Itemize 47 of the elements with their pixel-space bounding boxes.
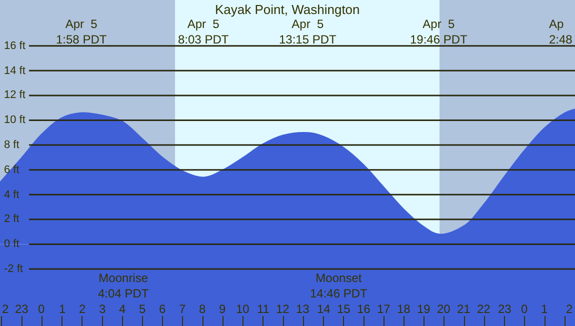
x-tick-label: 22 (477, 302, 491, 316)
annotation: Ap 2:48 (549, 17, 573, 47)
x-tick-label: 11 (257, 302, 270, 316)
y-tick-label: 14 ft (4, 65, 26, 77)
x-tick-label: 3 (99, 302, 106, 316)
y-tick-label: 16 ft (4, 40, 26, 52)
x-tick-label: 2 (2, 302, 9, 316)
annotation: Apr 5 1:58 PDT (56, 17, 108, 47)
annotation: Apr 5 13:15 PDT (279, 17, 338, 47)
x-tick-label: 4 (119, 302, 126, 316)
y-tick-label: 10 ft (4, 114, 26, 126)
x-tick-label: 20 (437, 302, 451, 316)
x-tick-label: 7 (179, 302, 186, 316)
y-tick-label: -2 ft (4, 263, 23, 275)
x-tick-label: 0 (521, 302, 528, 316)
chart-title: Kayak Point, Washington (215, 2, 360, 17)
x-tick-label: 15 (337, 302, 351, 316)
y-tick-label: 12 ft (4, 89, 26, 101)
x-tick-label: 14 (317, 302, 331, 316)
x-tick-label: 13 (296, 302, 310, 316)
y-tick-label: 0 ft (4, 238, 20, 250)
y-tick-label: 8 ft (4, 139, 20, 151)
annotation: Apr 5 8:03 PDT (178, 17, 230, 47)
x-tick-label: 1 (59, 302, 66, 316)
x-tick-label: 2 (79, 302, 86, 316)
annotation: Moonset 14:46 PDT (310, 271, 368, 301)
x-tick-label: 12 (276, 302, 290, 316)
x-tick-label: 23 (15, 302, 29, 316)
x-tick-label: 10 (236, 302, 250, 316)
y-tick-label: 6 ft (4, 164, 20, 176)
x-tick-label: 17 (377, 302, 391, 316)
x-tick-label: 8 (199, 302, 206, 316)
y-tick-label: 2 ft (4, 213, 20, 225)
x-tick-label: 19 (417, 302, 431, 316)
x-tick-label: 0 (38, 302, 45, 316)
x-tick-label: 2 (566, 302, 573, 316)
x-tick-label: 6 (159, 302, 166, 316)
x-tick-label: 9 (219, 302, 226, 316)
x-tick-label: 5 (139, 302, 146, 316)
y-tick-label: 4 ft (4, 189, 20, 201)
x-tick-label: 21 (457, 302, 471, 316)
annotation: Moonrise 4:04 PDT (98, 271, 150, 301)
annotation: Apr 5 19:46 PDT (410, 17, 468, 47)
x-tick-label: 1 (541, 302, 548, 316)
x-tick-label: 16 (357, 302, 371, 316)
x-tick-label: 23 (498, 302, 512, 316)
x-tick-label: 18 (397, 302, 411, 316)
